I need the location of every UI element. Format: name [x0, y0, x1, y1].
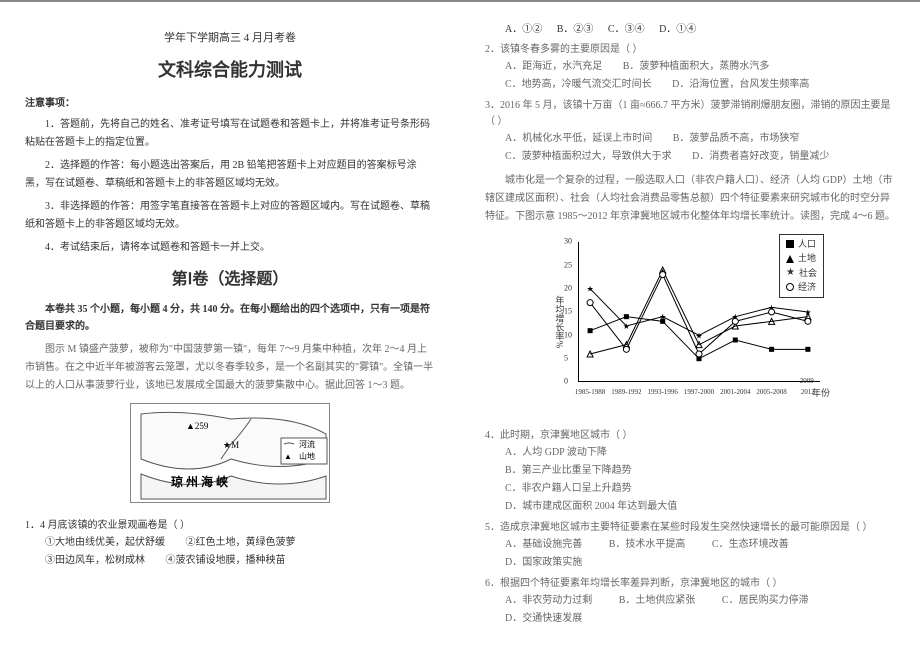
- part1-instruct: 本卷共 35 个小题，每小题 4 分，共 140 分。在每小题给出的四个选项中，…: [25, 301, 435, 335]
- q1-opt: ③田边风车，松树成林: [45, 552, 145, 570]
- question-2: 2．该镇冬春多雾的主要原因是（ ） A．距海近，水汽充足 B．菠萝种植面积大，蒸…: [485, 42, 895, 94]
- chart-xtick: 1993-1996: [648, 387, 678, 398]
- right-column: A．①② B．②③ C．③④ D．①④ 2．该镇冬春多雾的主要原因是（ ） A．…: [460, 0, 920, 651]
- notice-item: 1．答题前，先将自己的姓名、准考证号填写在试题卷和答题卡上，并将准考证号条形码粘…: [25, 116, 435, 152]
- svg-text:★: ★: [804, 308, 811, 317]
- passage-1: 图示 M 镇盛产菠萝，被称为"中国菠萝第一镇"，每年 7～9 月集中种植，次年 …: [25, 341, 435, 395]
- chart-xtick: 2001-2004: [720, 387, 750, 398]
- q6-stem: 6．根据四个特征要素年均增长率差异判断，京津冀地区的城市（ ）: [485, 576, 895, 592]
- q1-ans-A: A．①②: [505, 22, 542, 38]
- q3-stem: 3．2016 年 5 月，该镇十万亩（1 亩≈666.7 平方米）菠萝滞销刷爆朋…: [485, 98, 895, 130]
- q4-opt-B: B．第三产业比重呈下降趋势: [505, 462, 895, 480]
- question-3: 3．2016 年 5 月，该镇十万亩（1 亩≈666.7 平方米）菠萝滞销刷爆朋…: [485, 98, 895, 166]
- q2-stem: 2．该镇冬春多雾的主要原因是（ ）: [485, 42, 895, 58]
- q5-opt-C: C．生态环境改善: [712, 536, 789, 554]
- svg-text:★: ★: [659, 313, 666, 322]
- exam-subtitle: 学年下学期高三 4 月月考卷: [25, 30, 435, 48]
- q2-opt-B: B．菠萝种植面积大，蒸腾水汽多: [623, 58, 770, 76]
- q3-opt-A: A．机械化水平低，延误上市时间: [505, 130, 652, 148]
- q4-stem: 4．此时期，京津冀地区城市（ ）: [485, 428, 895, 444]
- chart-ytick: 25: [564, 259, 572, 272]
- q2-opt-A: A．距海近，水汽充足: [505, 58, 602, 76]
- q3-opt-B: B．菠萝品质不高，市场狭窄: [673, 130, 800, 148]
- q1-ans-C: C．③④: [608, 22, 645, 38]
- notice-block: 注意事项： 1．答题前，先将自己的姓名、准考证号填写在试题卷和答题卡上，并将准考…: [25, 96, 435, 257]
- q6-opt-C: C．居民购买力停滞: [722, 592, 809, 610]
- q6-opt-D: D．交通快速发展: [505, 610, 582, 628]
- map-legend-mtn: 山地: [299, 451, 315, 461]
- question-6: 6．根据四个特征要素年均增长率差异判断，京津冀地区的城市（ ） A．非农劳动力过…: [485, 576, 895, 628]
- q5-stem: 5．造成京津冀地区城市主要特征要素在某些时段发生突然快速增长的最可能原因是（ ）: [485, 520, 895, 536]
- q1-answers: A．①② B．②③ C．③④ D．①④: [485, 22, 895, 38]
- chart-ytick: 0: [564, 376, 568, 389]
- svg-text:▲: ▲: [284, 452, 292, 461]
- q1-stem: 1．4 月底该镇的农业景观画卷是（ ）: [25, 518, 435, 534]
- q4-opt-D: D．城市建成区面积 2004 年达到最大值: [505, 498, 895, 516]
- question-5: 5．造成京津冀地区城市主要特征要素在某些时段发生突然快速增长的最可能原因是（ ）…: [485, 520, 895, 572]
- chart-ytick: 5: [564, 352, 568, 365]
- chart-xtick: 1997-2000: [684, 387, 714, 398]
- q1-ans-D: D．①④: [659, 22, 696, 38]
- q2-opt-D: D．沿海位置，台风发生频率高: [672, 76, 809, 94]
- q5-opt-B: B．技术水平提高: [609, 536, 686, 554]
- q3-opt-C: C．菠萝种植面积过大，导致供大于求: [505, 148, 672, 166]
- chart-ytick: 20: [564, 282, 572, 295]
- question-1: 1．4 月底该镇的农业景观画卷是（ ） ①大地由线优美，起伏舒缓 ②红色土地，黄…: [25, 518, 435, 570]
- chart-xtick: 1985-1988: [575, 387, 605, 398]
- chart-ytick: 10: [564, 329, 572, 342]
- q5-opt-D: D．国家政策实施: [505, 554, 582, 572]
- q3-opt-D: D．消费者喜好改变，销量减少: [692, 148, 829, 166]
- notice-item: 4．考试结束后，请将本试题卷和答题卡一并上交。: [25, 239, 435, 257]
- q1-opt: ④菠农铺设地膜，播种秧苗: [166, 552, 286, 570]
- notice-item: 3．非选择题的作答：用签字笔直接答在答题卡上对应的答题区域内。写在试题卷、草稿纸…: [25, 198, 435, 234]
- map-peak-label: ▲259: [186, 421, 209, 431]
- svg-text:★: ★: [695, 331, 702, 340]
- left-column: 学年下学期高三 4 月月考卷 文科综合能力测试 注意事项： 1．答题前，先将自己…: [0, 0, 460, 651]
- svg-text:★: ★: [586, 285, 593, 294]
- q2-opt-C: C．地势高，冷暖气流交汇时间长: [505, 76, 652, 94]
- map-figure: ▲259 ★M 琼 州 海 峡 河流 ▲ 山地: [25, 403, 435, 510]
- question-4: 4．此时期，京津冀地区城市（ ） A．人均 GDP 波动下降 B．第三产业比重呈…: [485, 428, 895, 516]
- chart-ytick: 30: [564, 236, 572, 249]
- part1-title: 第Ⅰ卷（选择题）: [25, 267, 435, 293]
- q5-opt-A: A．基础设施完善: [505, 536, 582, 554]
- q1-ans-B: B．②③: [557, 22, 594, 38]
- exam-title: 文科综合能力测试: [25, 56, 435, 85]
- chart-ytick: 15: [564, 306, 572, 319]
- map-m-label: ★M: [223, 440, 239, 450]
- chart-figure: 人口 土地 ★社会 经济 年均增长率% 年份 ★★★★★★★ 1985-1988…: [485, 232, 895, 418]
- q6-opt-B: B．土地供应紧张: [619, 592, 696, 610]
- q1-opt: ②红色土地，黄绿色菠萝: [186, 534, 296, 552]
- chart-plot: ★★★★★★★: [578, 242, 820, 382]
- svg-text:★: ★: [623, 322, 630, 331]
- map-legend-river: 河流: [299, 439, 315, 449]
- chart-xtick: 1989-1992: [611, 387, 641, 398]
- notice-item: 2．选择题的作答：每小题选出答案后，用 2B 铅笔把答题卡上对应题目的答案标号涂…: [25, 157, 435, 193]
- chart-xtick: 2005-2008: [756, 387, 786, 398]
- notice-head: 注意事项：: [25, 96, 435, 112]
- chart-xtick: 2009-2012: [797, 376, 819, 398]
- q6-opt-A: A．非农劳动力过剩: [505, 592, 592, 610]
- passage-2: 城市化是一个复杂的过程，一般选取人口（非农户籍人口）、经济（人均 GDP）土地（…: [485, 172, 895, 226]
- q4-opt-A: A．人均 GDP 波动下降: [505, 444, 895, 462]
- map-sea-label: 琼 州 海 峡: [171, 474, 228, 489]
- q1-opt: ①大地由线优美，起伏舒缓: [45, 534, 165, 552]
- q4-opt-C: C．非农户籍人口呈上升趋势: [505, 480, 895, 498]
